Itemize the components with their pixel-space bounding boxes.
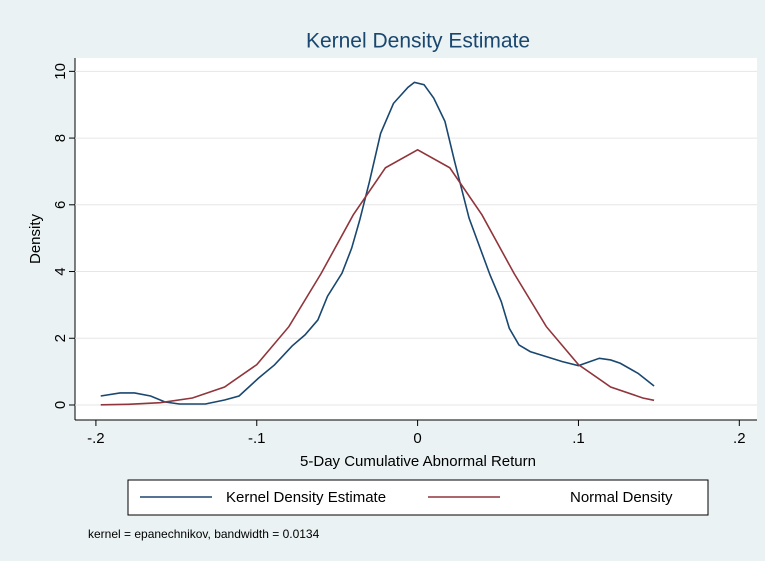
y-tick-label: 4: [52, 267, 69, 275]
line: [100, 148, 655, 406]
legend-label: Normal Density: [570, 489, 673, 506]
x-tick-label: -.2: [87, 430, 105, 447]
y-tick-label: 8: [52, 134, 69, 142]
y-axis-label: Density: [27, 213, 44, 264]
legend: [127, 479, 709, 516]
line: [100, 81, 655, 405]
chart-title: Kernel Density Estimate: [306, 30, 530, 53]
y-tick-label: 2: [52, 334, 69, 342]
x-tick-label: .2: [733, 430, 746, 447]
plot-area: [75, 58, 757, 420]
y-tick-label: 10: [52, 63, 69, 80]
y-tick-label: 6: [52, 201, 69, 209]
x-tick-label: -.1: [248, 430, 266, 447]
legend-label: Kernel Density Estimate: [226, 489, 386, 506]
x-axis-label: 5-Day Cumulative Abnormal Return: [300, 453, 536, 470]
x-tick-label: .1: [572, 430, 585, 447]
x-tick-label: 0: [413, 430, 421, 447]
note: kernel = epanechnikov, bandwidth = 0.013…: [88, 527, 320, 541]
y-tick-label: 0: [52, 401, 69, 409]
